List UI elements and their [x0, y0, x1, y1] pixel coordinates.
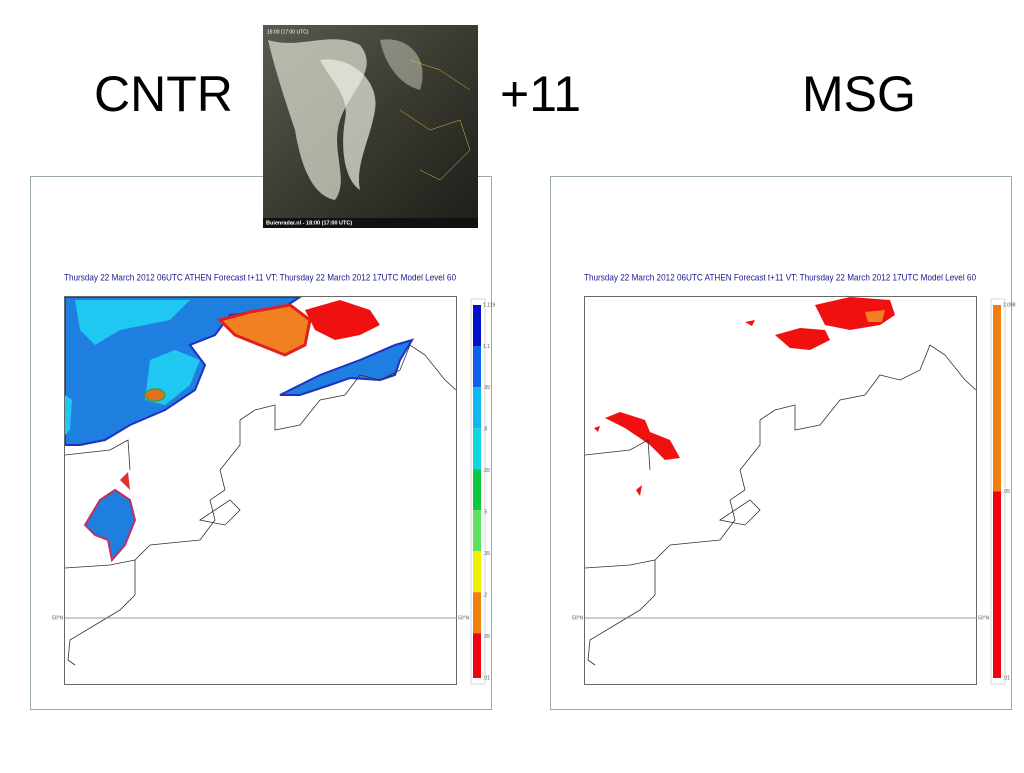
colorbar: 1.119 1.1 .99 .8 .65 .5 .35 .2 .05 .01 [470, 298, 495, 685]
colorbar-segment [473, 305, 481, 347]
latitude-label: 50°N [572, 615, 584, 621]
colorbar-label: .05 [1003, 489, 1010, 495]
panel-title: Thursday 22 March 2012 06UTC ATHEN Forec… [584, 273, 976, 284]
colorbar-label: .01 [483, 675, 490, 681]
colorbar-label: .65 [483, 468, 490, 474]
colorbar-label: .99 [483, 385, 490, 391]
forecast-field [65, 297, 415, 563]
colorbar-segment [993, 491, 1001, 678]
satellite-image: 18:00 (17:00 UTC) Buienradar.nl - 18:00 … [263, 25, 478, 228]
latitude-label: 50°N [458, 615, 470, 621]
colorbar-segment [473, 346, 481, 388]
colorbar-label: 1.1 [483, 344, 490, 350]
map-frame [584, 296, 977, 685]
colorbar-segment [473, 633, 481, 678]
image-caption: Buienradar.nl - 18:00 (17:00 UTC) [266, 220, 352, 226]
colorbar-label: .8 [483, 427, 487, 433]
colorbar: 2.098 .05 .01 [990, 298, 1016, 685]
coastline [65, 344, 456, 666]
colorbar-segment [993, 305, 1001, 492]
coastline [585, 344, 976, 666]
observed-field [594, 297, 895, 496]
colorbar-segment [473, 469, 481, 511]
latitude-label: 50°N [52, 615, 64, 621]
colorbar-segment [473, 387, 481, 429]
colorbar-segment [473, 510, 481, 552]
colorbar-label: 1.119 [483, 302, 495, 308]
colorbar-label: .5 [483, 510, 487, 516]
heading-left: CNTR [94, 66, 233, 122]
colorbar-segment [473, 428, 481, 470]
image-caption: 18:00 (17:00 UTC) [267, 29, 309, 35]
colorbar-label: .01 [1003, 675, 1010, 681]
latitude-label: 50°N [978, 615, 990, 621]
colorbar-label: .05 [483, 634, 490, 640]
panel-right: Thursday 22 March 2012 06UTC ATHEN Forec… [550, 176, 1016, 710]
coastline [65, 439, 241, 526]
coastline [585, 439, 761, 526]
colorbar-label: 2.098 [1003, 302, 1016, 308]
colorbar-segment [473, 551, 481, 593]
heading-right: MSG [802, 66, 916, 122]
panel-title: Thursday 22 March 2012 06UTC ATHEN Forec… [64, 273, 456, 284]
colorbar-label: .2 [483, 592, 487, 598]
colorbar-segment [473, 592, 481, 634]
colorbar-label: .35 [483, 551, 490, 557]
panel-left: Thursday 22 March 2012 06UTC ATHEN Forec… [30, 176, 495, 710]
heading-mid: +11 [500, 66, 581, 122]
